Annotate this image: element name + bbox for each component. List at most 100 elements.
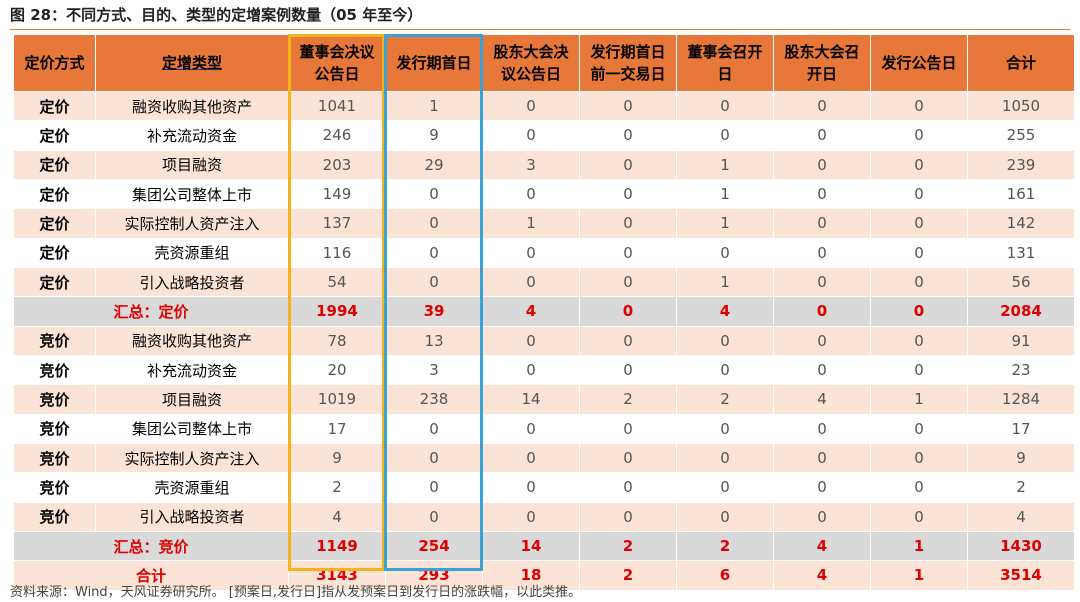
value-cell: 0 [482, 413, 580, 444]
value-cell: 0 [579, 472, 677, 503]
value-cell: 9 [288, 442, 386, 474]
value-cell: 18 [482, 560, 580, 591]
value-cell: 0 [773, 208, 871, 239]
value-cell: 2 [676, 384, 774, 415]
table-row: 竞价 补充流动资金 20 3 0 0 0 0 0 23 [13, 354, 1075, 386]
header-cell: 董事会决议 公告日 [288, 34, 386, 92]
value-cell: 0 [482, 442, 580, 474]
table-row: 竞价 实际控制人资产注入 9 0 0 0 0 0 0 9 [13, 442, 1075, 474]
value-cell: 13 [385, 325, 483, 356]
pricing-method-cell: 竞价 [13, 442, 96, 474]
pricing-method-cell: 竞价 [13, 413, 96, 444]
value-cell: 0 [870, 208, 968, 239]
value-cell: 0 [773, 90, 871, 122]
value-cell: 4 [482, 296, 580, 327]
placement-type-cell: 补充流动资金 [95, 120, 289, 151]
value-cell: 1 [870, 530, 968, 562]
value-cell: 0 [870, 149, 968, 180]
value-cell: 116 [288, 237, 386, 268]
title-rule [10, 29, 1070, 30]
header-label: 定价方式 [24, 54, 85, 72]
value-cell: 0 [482, 501, 580, 532]
pricing-method-cell: 定价 [13, 178, 96, 210]
value-cell: 4 [676, 296, 774, 327]
value-cell: 203 [288, 149, 386, 180]
value-cell: 0 [773, 442, 871, 474]
placement-type-cell: 引入战略投资者 [95, 501, 289, 532]
header-label: 议公告日 [500, 65, 561, 83]
value-cell: 0 [579, 501, 677, 532]
header-label: 董事会召开 [687, 43, 763, 61]
table-row: 定价 项目融资 203 29 3 0 1 0 0 239 [13, 149, 1075, 180]
header-cell: 定增类型 [95, 34, 289, 92]
table-row: 竞价 融资收购其他资产 78 13 0 0 0 0 0 91 [13, 325, 1075, 356]
header-label: 发行期首日 [396, 54, 472, 72]
placement-type-cell: 融资收购其他资产 [95, 325, 289, 356]
value-cell: 2 [579, 530, 677, 562]
source-note: 资料来源：Wind，天风证券研究所。 [预案日,发行日]指从发预案日到发行日的涨… [10, 585, 582, 600]
table-row: 竞价 壳资源重组 2 0 0 0 0 0 0 2 [13, 472, 1075, 503]
value-cell: 0 [676, 354, 774, 386]
pricing-method-cell: 定价 [13, 266, 96, 298]
pricing-method-cell: 竞价 [13, 354, 96, 386]
value-cell: 0 [385, 442, 483, 474]
value-cell: 3514 [967, 560, 1075, 591]
value-cell: 0 [482, 90, 580, 122]
pricing-method-cell: 定价 [13, 237, 96, 268]
value-cell: 1284 [967, 384, 1075, 415]
value-cell: 0 [482, 354, 580, 386]
placement-type-cell: 壳资源重组 [95, 472, 289, 503]
header-label: 股东大会召 [784, 43, 860, 61]
value-cell: 29 [385, 149, 483, 180]
header-label: 开日 [806, 65, 837, 83]
value-cell: 1050 [967, 90, 1075, 122]
value-cell: 0 [773, 354, 871, 386]
value-cell: 0 [870, 178, 968, 210]
data-table: 定价方式 定增类型 董事会决议 公告日 发行期首日 股东大会决 议公告日 发行期首日… [13, 34, 1075, 591]
value-cell: 0 [773, 120, 871, 151]
value-cell: 0 [385, 237, 483, 268]
value-cell: 17 [288, 413, 386, 444]
value-cell: 0 [870, 354, 968, 386]
pricing-method-cell: 定价 [13, 149, 96, 180]
header-cell: 定价方式 [13, 34, 96, 92]
value-cell: 1 [676, 208, 774, 239]
value-cell: 0 [773, 149, 871, 180]
header-cell: 合计 [967, 34, 1075, 92]
value-cell: 0 [676, 237, 774, 268]
value-cell: 14 [482, 384, 580, 415]
header-cell: 股东大会决 议公告日 [482, 34, 580, 92]
value-cell: 0 [579, 178, 677, 210]
header-label: 股东大会决 [493, 43, 569, 61]
value-cell: 4 [967, 501, 1075, 532]
value-cell: 0 [676, 90, 774, 122]
value-cell: 0 [385, 413, 483, 444]
pricing-method-cell: 竞价 [13, 501, 96, 532]
value-cell: 6 [676, 560, 774, 591]
pricing-method-cell: 竞价 [13, 384, 96, 415]
value-cell: 0 [579, 149, 677, 180]
pricing-method-cell: 定价 [13, 120, 96, 151]
value-cell: 1149 [288, 530, 386, 562]
value-cell: 0 [870, 296, 968, 327]
value-cell: 255 [967, 120, 1075, 151]
value-cell: 254 [385, 530, 483, 562]
table-row: 竞价 集团公司整体上市 17 0 0 0 0 0 0 17 [13, 413, 1075, 444]
value-cell: 0 [385, 501, 483, 532]
value-cell: 0 [579, 237, 677, 268]
value-cell: 2 [967, 472, 1075, 503]
value-cell: 1994 [288, 296, 386, 327]
value-cell: 1 [870, 560, 968, 591]
value-cell: 0 [870, 442, 968, 474]
value-cell: 238 [385, 384, 483, 415]
value-cell: 2 [676, 530, 774, 562]
value-cell: 0 [579, 266, 677, 298]
value-cell: 0 [676, 413, 774, 444]
value-cell: 1 [385, 90, 483, 122]
placement-type-cell: 实际控制人资产注入 [95, 442, 289, 474]
value-cell: 9 [967, 442, 1075, 474]
value-cell: 4 [773, 530, 871, 562]
value-cell: 161 [967, 178, 1075, 210]
value-cell: 2084 [967, 296, 1075, 327]
value-cell: 23 [967, 354, 1075, 386]
